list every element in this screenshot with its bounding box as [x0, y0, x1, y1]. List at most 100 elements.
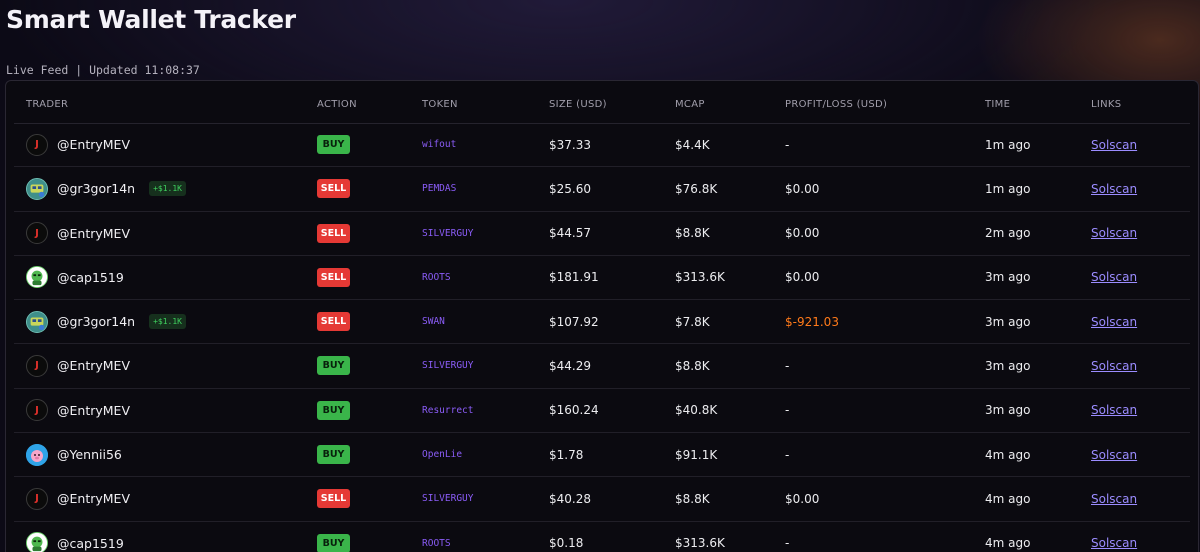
table-row[interactable]: J @EntryMEV BUY SILVERGUY $44.29 $8.8K - 3m ago… [14, 344, 1190, 389]
trader-name[interactable]: @gr3gor14n [57, 314, 136, 330]
action-badge: SELL [317, 489, 350, 509]
profit-loss-value: $-921.03 [785, 314, 839, 329]
token-name[interactable]: SWAN [422, 316, 445, 328]
action-badge: BUY [317, 533, 350, 552]
solscan-link[interactable]: Solscan [1091, 536, 1138, 551]
trader-cell: @gr3gor14n +$1.1K [26, 167, 186, 210]
trader-cell: J @EntryMEV [26, 212, 130, 255]
trader-avatar[interactable] [26, 443, 48, 466]
solscan-link[interactable]: Solscan [1091, 447, 1138, 462]
trader-name[interactable]: @EntryMEV [57, 402, 130, 418]
token-cell: SILVERGUY [422, 344, 473, 387]
trader-name[interactable]: @EntryMEV [57, 358, 130, 374]
time-value: 3m ago [985, 358, 1031, 373]
header-profit-loss: PROFIT/LOSS (USD) [785, 99, 888, 110]
token-name[interactable]: ROOTS [422, 271, 451, 283]
trader-name[interactable]: @EntryMEV [57, 225, 130, 241]
token-name[interactable]: ROOTS [422, 537, 451, 549]
table-body: J @EntryMEV BUY wifout $37.33 $4.4K - 1m ago Sol… [14, 123, 1190, 552]
mcap-value: $40.8K [675, 403, 718, 418]
mcap-value: $7.8K [675, 314, 710, 329]
solscan-link[interactable]: Solscan [1091, 314, 1138, 329]
size-value: $107.92 [549, 314, 599, 329]
solscan-link[interactable]: Solscan [1091, 491, 1138, 506]
token-name[interactable]: SILVERGUY [422, 227, 474, 239]
solscan-link[interactable]: Solscan [1091, 358, 1138, 373]
size-value: $25.60 [549, 181, 591, 196]
time-value: 3m ago [985, 270, 1031, 285]
action-cell: BUY [317, 433, 350, 476]
trader-name[interactable]: @Yennii56 [57, 447, 122, 463]
action-badge: SELL [317, 223, 350, 243]
token-name[interactable]: OpenLie [422, 449, 463, 461]
action-badge: SELL [317, 267, 350, 287]
time-value: 4m ago [985, 536, 1031, 551]
table-row[interactable]: @cap1519 SELL ROOTS $181.91 $313.6K $0.00 3m a… [14, 256, 1190, 301]
table-row[interactable]: J @EntryMEV SELL SILVERGUY $40.28 $8.8K $0.00 4… [14, 477, 1190, 522]
trader-name[interactable]: @cap1519 [57, 535, 124, 551]
token-name[interactable]: Resurrect [422, 404, 474, 416]
trader-cell: @cap1519 [26, 522, 124, 552]
links-cell: Solscan [1091, 300, 1137, 343]
trader-cell: J @EntryMEV [26, 389, 130, 432]
action-cell: SELL [317, 256, 350, 299]
size-value: $44.57 [549, 226, 591, 241]
table-row[interactable]: J @EntryMEV SELL SILVERGUY $44.57 $8.8K $0.00 2… [14, 212, 1190, 256]
profit-loss-value: $0.00 [785, 226, 820, 241]
solscan-link[interactable]: Solscan [1091, 403, 1138, 418]
mcap-value: $313.6K [675, 270, 725, 285]
header-action: ACTION [317, 99, 357, 110]
token-cell: Resurrect [422, 389, 473, 432]
token-name[interactable]: SILVERGUY [422, 493, 474, 505]
mcap-value: $8.8K [675, 358, 710, 373]
trader-avatar[interactable] [26, 266, 48, 289]
table-header: TRADER ACTION TOKEN SIZE (USD) MCAP PROF… [14, 81, 1190, 124]
table-row[interactable]: @gr3gor14n +$1.1K SELL SWAN $107.92 $7.8K $-92… [14, 300, 1190, 345]
token-name[interactable]: SILVERGUY [422, 360, 474, 372]
token-name[interactable]: PEMDAS [422, 183, 457, 195]
solscan-link[interactable]: Solscan [1091, 270, 1138, 285]
table-row[interactable]: J @EntryMEV BUY Resurrect $160.24 $40.8K - 3m a… [14, 389, 1190, 434]
solscan-link[interactable]: Solscan [1091, 137, 1138, 152]
links-cell: Solscan [1091, 344, 1137, 387]
trader-avatar[interactable]: J [26, 399, 48, 422]
trader-avatar[interactable]: J [26, 487, 48, 510]
links-cell: Solscan [1091, 477, 1137, 520]
table-row[interactable]: @Yennii56 BUY OpenLie $1.78 $91.1K - 4m ago Sol… [14, 433, 1190, 478]
table-row[interactable]: J @EntryMEV BUY wifout $37.33 $4.4K - 1m ago Sol… [14, 123, 1190, 168]
trader-avatar[interactable]: J [26, 222, 48, 245]
trader-name[interactable]: @EntryMEV [57, 491, 130, 507]
table-row[interactable]: @cap1519 BUY ROOTS $0.18 $313.6K - 4m ago Solsc… [14, 522, 1190, 552]
token-cell: PEMDAS [422, 167, 456, 210]
trader-name[interactable]: @EntryMEV [57, 137, 130, 152]
header-links: LINKS [1091, 99, 1122, 110]
trader-name[interactable]: @cap1519 [57, 269, 124, 285]
token-name[interactable]: wifout [422, 139, 457, 150]
token-cell: SILVERGUY [422, 477, 473, 520]
action-badge: BUY [317, 135, 350, 154]
token-cell: ROOTS [422, 256, 451, 299]
token-cell: wifout [422, 123, 456, 166]
action-badge: BUY [317, 445, 350, 465]
trader-avatar[interactable] [26, 177, 48, 200]
trader-cell: J @EntryMEV [26, 123, 130, 166]
solscan-link[interactable]: Solscan [1091, 181, 1138, 196]
trader-avatar[interactable]: J [26, 133, 48, 156]
links-cell: Solscan [1091, 389, 1137, 432]
trader-avatar[interactable] [26, 532, 48, 552]
links-cell: Solscan [1091, 256, 1137, 299]
trader-name[interactable]: @gr3gor14n [57, 181, 136, 197]
links-cell: Solscan [1091, 433, 1137, 476]
trader-avatar[interactable] [26, 310, 48, 333]
header-mcap: MCAP [675, 99, 705, 110]
trader-avatar[interactable]: J [26, 354, 48, 377]
mcap-value: $4.4K [675, 137, 710, 152]
table-row[interactable]: @gr3gor14n +$1.1K SELL PEMDAS $25.60 $76.8K $0… [14, 167, 1190, 212]
links-cell: Solscan [1091, 123, 1137, 166]
time-value: 3m ago [985, 314, 1031, 329]
action-cell: SELL [317, 167, 350, 210]
trader-cell: @Yennii56 [26, 433, 122, 476]
page-title: Smart Wallet Tracker [6, 5, 296, 34]
solscan-link[interactable]: Solscan [1091, 226, 1138, 241]
time-value: 1m ago [985, 137, 1031, 152]
